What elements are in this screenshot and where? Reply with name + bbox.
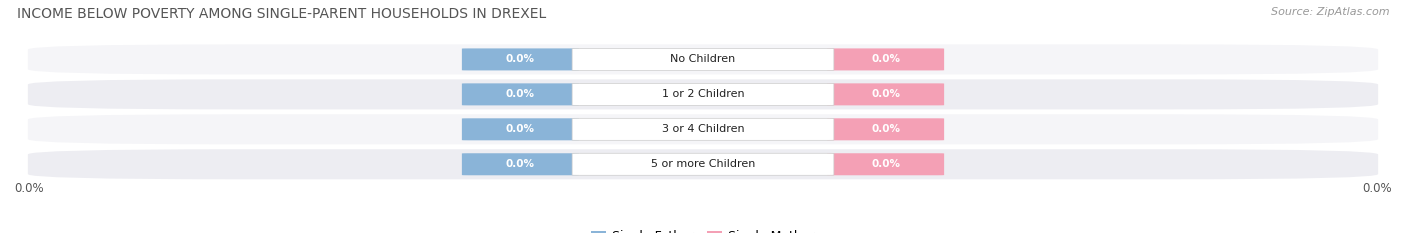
FancyBboxPatch shape: [827, 83, 945, 105]
Text: 0.0%: 0.0%: [506, 124, 534, 134]
FancyBboxPatch shape: [28, 149, 1378, 179]
Text: 0.0%: 0.0%: [506, 159, 534, 169]
FancyBboxPatch shape: [572, 48, 834, 70]
Text: 0.0%: 0.0%: [872, 159, 900, 169]
FancyBboxPatch shape: [28, 114, 1378, 144]
FancyBboxPatch shape: [827, 153, 945, 175]
FancyBboxPatch shape: [572, 153, 834, 175]
FancyBboxPatch shape: [572, 83, 834, 105]
Text: 0.0%: 0.0%: [506, 89, 534, 99]
FancyBboxPatch shape: [572, 118, 834, 140]
Text: 0.0%: 0.0%: [872, 89, 900, 99]
FancyBboxPatch shape: [463, 83, 579, 105]
FancyBboxPatch shape: [463, 48, 579, 70]
Text: 0.0%: 0.0%: [872, 124, 900, 134]
FancyBboxPatch shape: [28, 44, 1378, 75]
FancyBboxPatch shape: [463, 118, 579, 140]
Text: 3 or 4 Children: 3 or 4 Children: [662, 124, 744, 134]
Text: 0.0%: 0.0%: [506, 55, 534, 64]
Text: 0.0%: 0.0%: [14, 182, 44, 195]
FancyBboxPatch shape: [463, 153, 579, 175]
Text: INCOME BELOW POVERTY AMONG SINGLE-PARENT HOUSEHOLDS IN DREXEL: INCOME BELOW POVERTY AMONG SINGLE-PARENT…: [17, 7, 546, 21]
Text: 1 or 2 Children: 1 or 2 Children: [662, 89, 744, 99]
Text: 0.0%: 0.0%: [1362, 182, 1392, 195]
Text: 0.0%: 0.0%: [872, 55, 900, 64]
Text: 5 or more Children: 5 or more Children: [651, 159, 755, 169]
Text: No Children: No Children: [671, 55, 735, 64]
FancyBboxPatch shape: [28, 79, 1378, 109]
Legend: Single Father, Single Mother: Single Father, Single Mother: [586, 225, 820, 233]
FancyBboxPatch shape: [827, 48, 945, 70]
Text: Source: ZipAtlas.com: Source: ZipAtlas.com: [1271, 7, 1389, 17]
FancyBboxPatch shape: [827, 118, 945, 140]
